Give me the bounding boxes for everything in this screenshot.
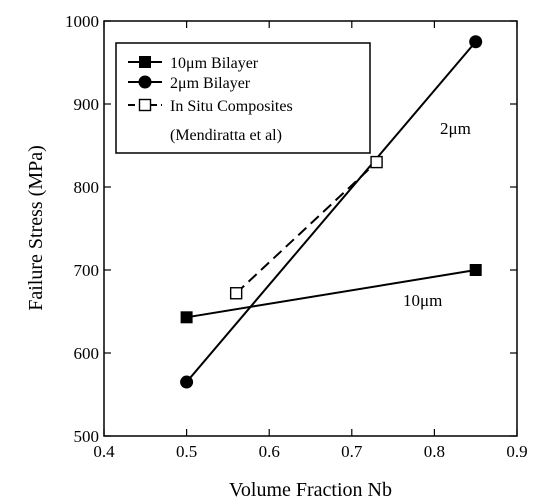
ticks: 0.4 0.5 0.6 0.7 0.8 0.9 500 600 700 800 900 1000: [65, 12, 528, 461]
legend-marker-in-situ-composites: [138, 98, 152, 112]
y-tick-label: 600: [74, 344, 100, 363]
x-tick-label: 0.8: [424, 442, 445, 461]
x-tick-label: 0.9: [506, 442, 527, 461]
data-point-10um-bilayer: [180, 311, 193, 324]
data-point-10um-bilayer: [469, 264, 482, 276]
series-line-2um-bilayer: [185, 41, 477, 383]
x-tick-label: 0.5: [176, 442, 197, 461]
plot-frame: [103, 20, 518, 437]
data-point-2um-bilayer: [469, 35, 483, 49]
data-point-in-situ-composites: [229, 287, 243, 300]
x-tick-label: 0.4: [93, 442, 115, 461]
data-point-2um-bilayer: [180, 375, 194, 389]
y-tick-label: 1000: [65, 12, 99, 31]
series-layer: [180, 35, 483, 389]
legend-marker-2um-bilayer: [138, 75, 152, 89]
legend-marker-10um-bilayer: [139, 56, 151, 68]
y-tick-label: 500: [74, 427, 100, 446]
legend-label-in-situ-ref: (Mendiratta et al): [170, 127, 282, 144]
annotation-2um: 2μm: [440, 119, 471, 138]
legend-symbols: [128, 56, 162, 112]
legend-label-2um-bilayer: 2μm Bilayer: [170, 75, 251, 92]
legend-label-in-situ: In Situ Composites: [170, 98, 293, 115]
y-tick-label: 900: [74, 95, 100, 114]
x-tick-label: 0.7: [341, 442, 363, 461]
legend: 10μm Bilayer 2μm Bilayer In Situ Composi…: [115, 42, 371, 154]
annotation-10um: 10μm: [403, 291, 442, 310]
x-axis-label: Volume Fraction Nb: [229, 479, 392, 501]
series-line-in-situ-composites: [235, 161, 378, 294]
legend-label-10um-bilayer: 10μm Bilayer: [170, 55, 259, 72]
y-tick-label: 800: [74, 178, 100, 197]
series-line-10um-bilayer: [186, 269, 476, 319]
y-axis-label: Failure Stress (MPa): [25, 145, 47, 311]
x-tick-label: 0.6: [259, 442, 280, 461]
y-tick-label: 700: [74, 261, 100, 280]
data-point-in-situ-composites: [370, 155, 383, 169]
